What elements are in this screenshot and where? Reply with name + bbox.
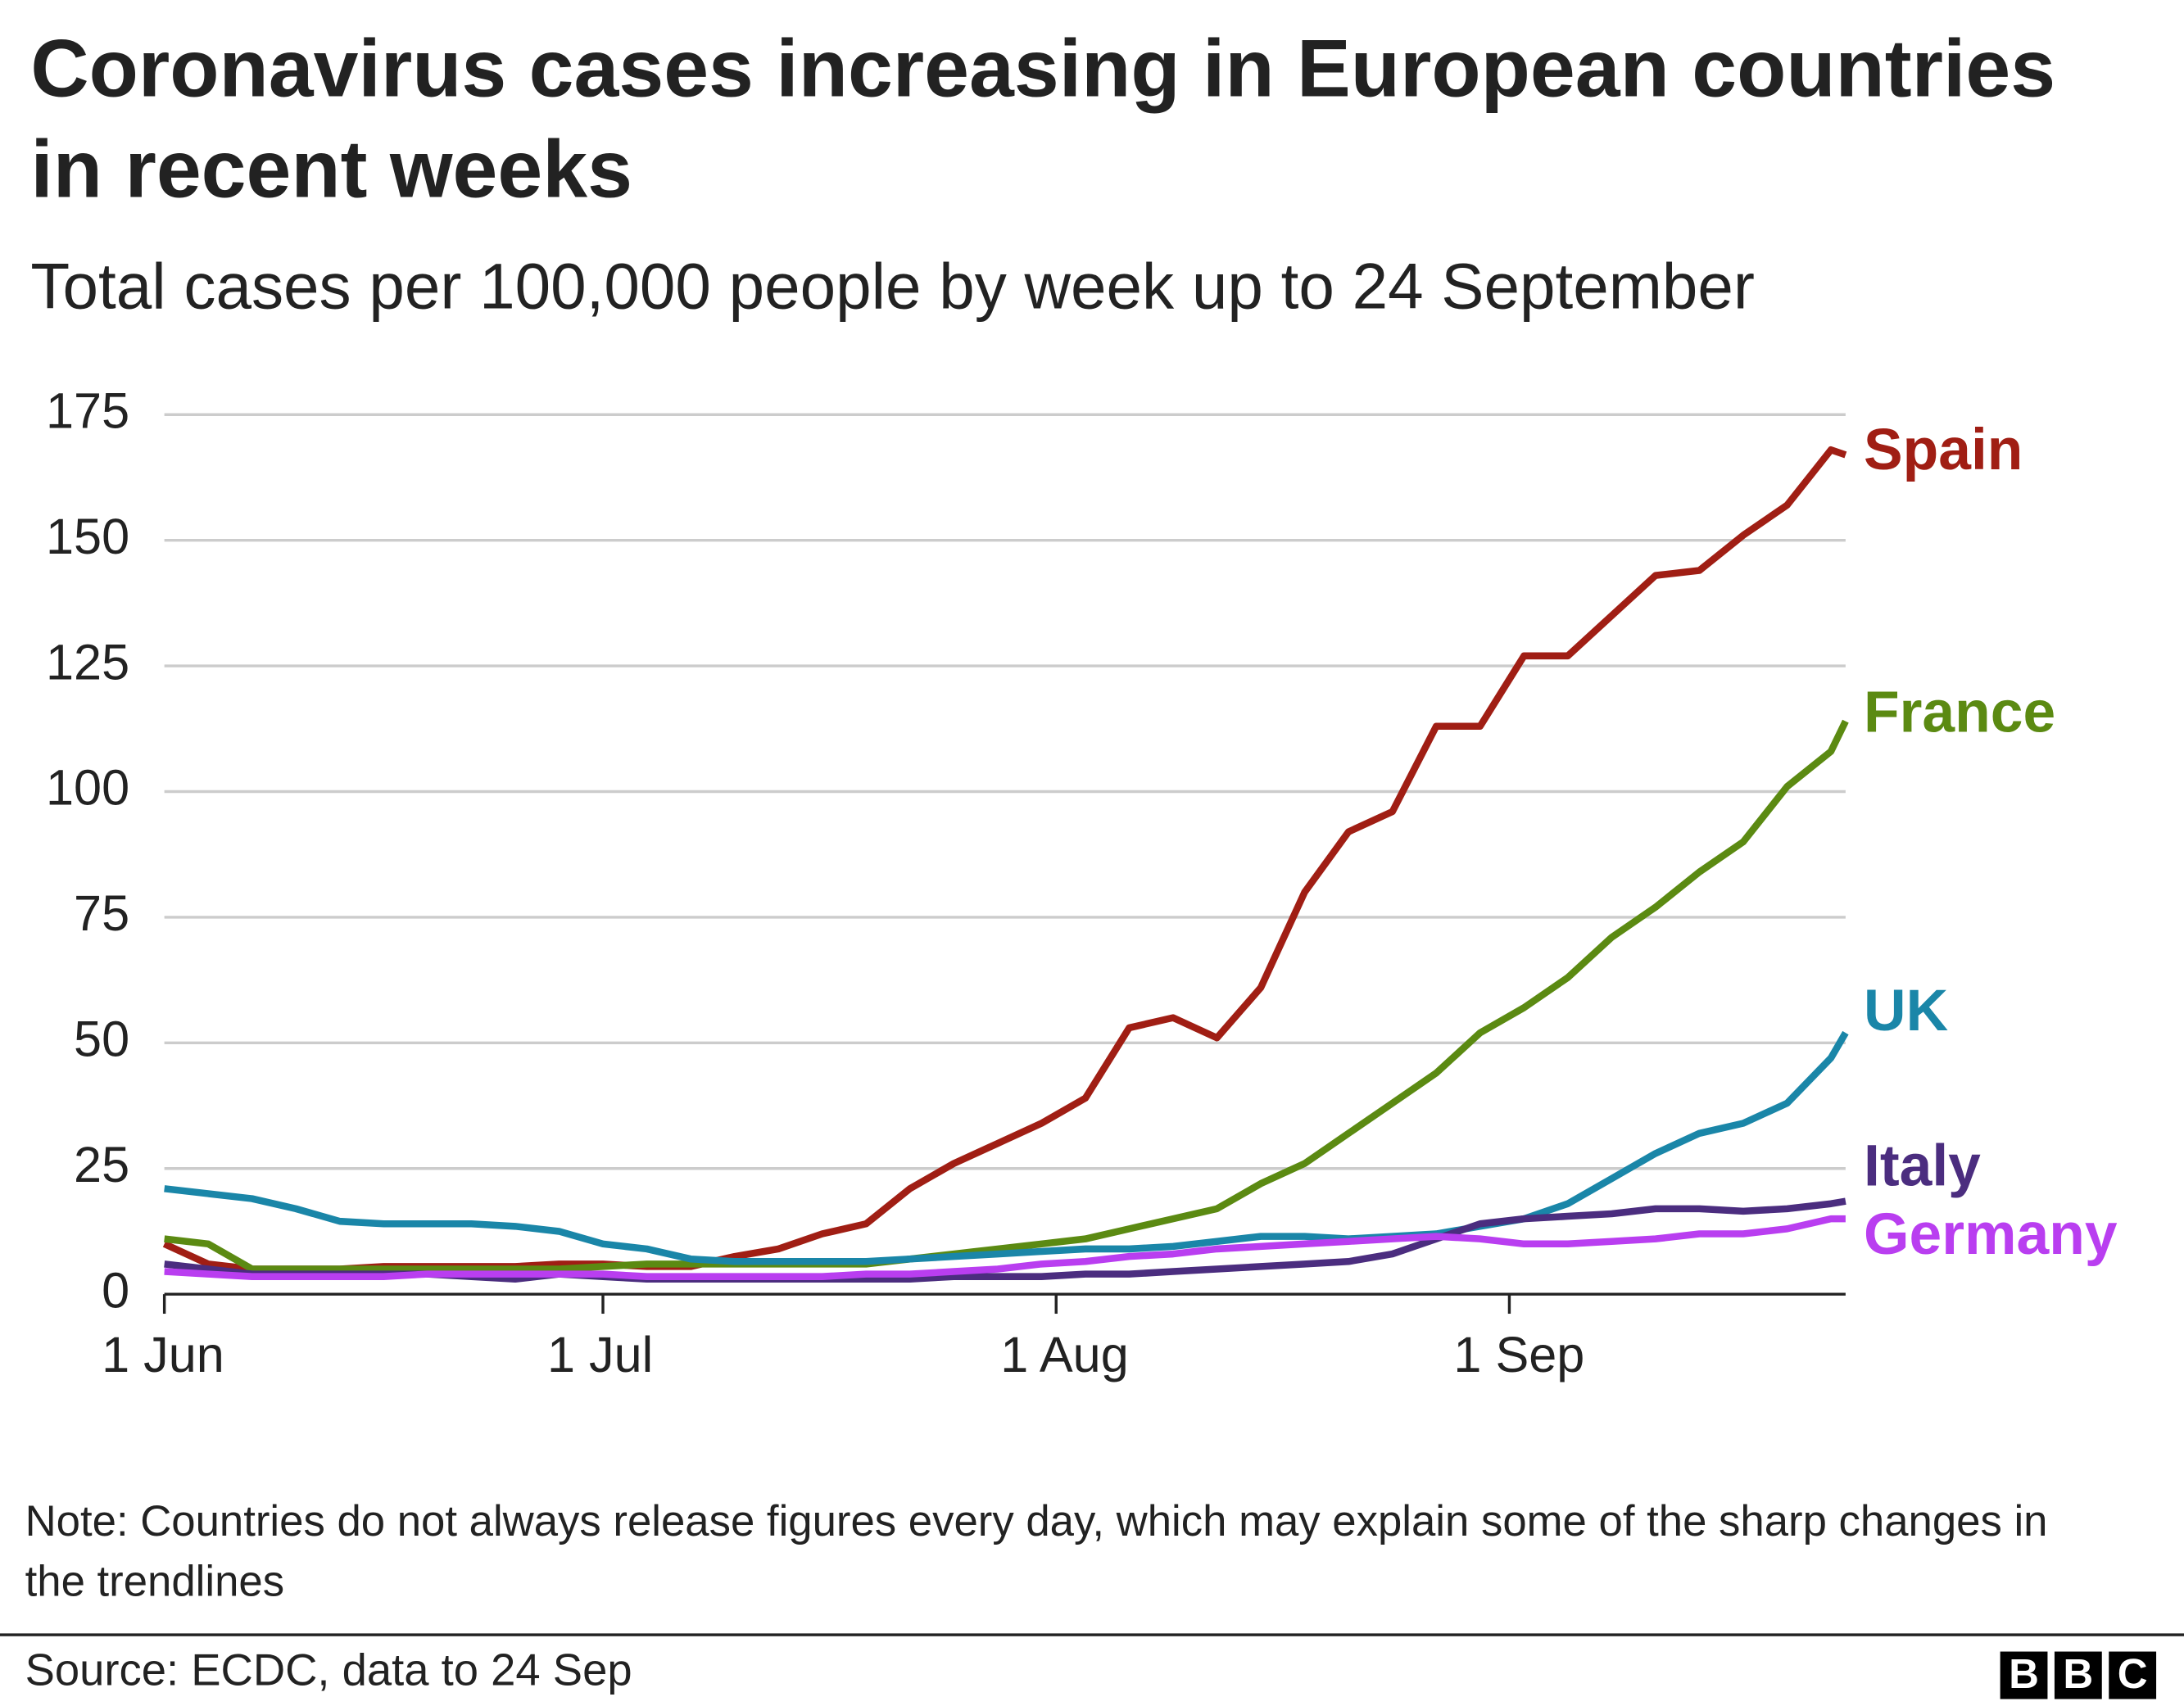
series-line [164,719,1849,1273]
x-tick-label: 1 Sep [1453,1327,1584,1382]
logo: B B C [2000,1651,2157,1699]
x-tick-label: 1 Jul [547,1327,653,1382]
series-label: Germany [1864,1201,2118,1267]
y-tick-label: 50 [74,1011,129,1066]
y-tick-label: 150 [46,509,129,564]
source: Source: ECDC, data to 24 Sep [25,1645,632,1695]
chart-subtitle: Total cases per 100,000 people by week u… [30,250,1755,323]
y-tick-label: 175 [46,382,129,438]
logo-letter: C [2109,1651,2157,1699]
chart-title: Coronavirus cases increasing in European… [30,23,2056,215]
series-line [164,1215,1846,1280]
y-tick-label: 0 [102,1262,129,1318]
series-label: UK [1864,978,1948,1043]
y-tick-label: 100 [46,760,129,816]
logo-letter: B [2054,1651,2102,1699]
series-line [164,1030,1849,1265]
x-tick-label: 1 Jun [102,1327,224,1382]
y-tick-label: 125 [46,634,129,690]
series-label: Spain [1864,417,2023,482]
x-tick-label: 1 Aug [1000,1327,1129,1382]
series-label: Italy [1864,1133,1981,1198]
y-tick-label: 75 [74,885,129,941]
divider [0,1633,2184,1636]
logo-letter: B [2000,1651,2048,1699]
y-tick-label: 25 [74,1137,129,1192]
series-label: France [1864,679,2055,744]
series-line [162,446,1847,1273]
note: Note: Countries do not always release fi… [25,1496,2048,1606]
